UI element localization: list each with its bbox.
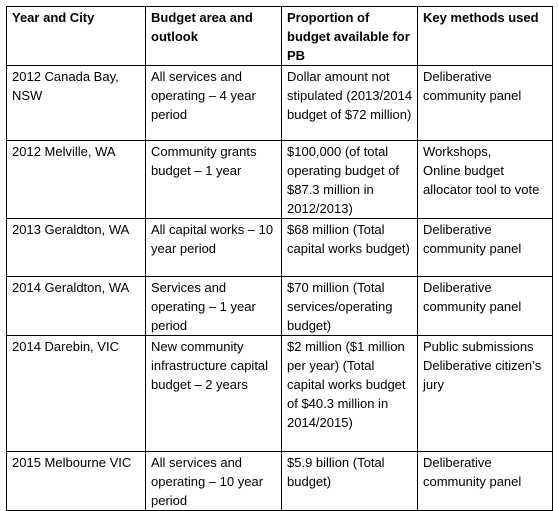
table-cell: 2012 Canada Bay, NSW <box>6 65 146 141</box>
table-cell: Deliberative community panel <box>417 65 553 141</box>
table-cell: $100,000 (of total operating budget of $… <box>281 140 418 219</box>
table-row: 2015 Melbourne VIC All services and opera… <box>6 451 553 511</box>
table-cell: $2 million ($1 million per year) (Total … <box>281 335 418 452</box>
table-cell: Deliberative community panel <box>417 276 553 336</box>
table-row: 2012 Canada Bay, NSW All services and ope… <box>6 65 553 141</box>
table-cell: 2014 Darebin, VIC <box>6 335 146 452</box>
header-cell: Proportion of budget available for PB <box>281 6 418 66</box>
pb-table: Year and City Budget area and outlook Prop… <box>6 6 553 511</box>
table-cell: Community grants budget – 1 year <box>145 140 282 219</box>
table-row: 2012 Melville, WA Community grants budget… <box>6 140 553 219</box>
table-cell: 2014 Geraldton, WA <box>6 276 146 336</box>
table-row: 2014 Geraldton, WA Services and operating… <box>6 276 553 336</box>
table-cell: Deliberative community panel <box>417 451 553 511</box>
table-cell: All services and operating – 4 year peri… <box>145 65 282 141</box>
table-cell: Workshops, Online budget allocator tool … <box>417 140 553 219</box>
table-cell: All capital works – 10 year period <box>145 218 282 277</box>
table-cell: Public submissions Deliberative citizen’… <box>417 335 553 452</box>
table-cell: $70 million (Total services/operating bu… <box>281 276 418 336</box>
table-cell: Services and operating – 1 year period <box>145 276 282 336</box>
header-row: Year and City Budget area and outlook Prop… <box>6 6 553 66</box>
table-row: 2014 Darebin, VIC New community infrastru… <box>6 335 553 452</box>
table-cell: Dollar amount not stipulated (2013/2014 … <box>281 65 418 141</box>
table-cell: 2012 Melville, WA <box>6 140 146 219</box>
header-cell: Year and City <box>6 6 146 66</box>
table-cell: 2015 Melbourne VIC <box>6 451 146 511</box>
table-cell: Deliberative community panel <box>417 218 553 277</box>
table-cell: 2013 Geraldton, WA <box>6 218 146 277</box>
table-cell: New community infrastructure capital bud… <box>145 335 282 452</box>
header-cell: Key methods used <box>417 6 553 66</box>
table-cell: $68 million (Total capital works budget) <box>281 218 418 277</box>
table-row: 2013 Geraldton, WA All capital works – 10… <box>6 218 553 277</box>
table-cell: $5.9 billion (Total budget) <box>281 451 418 511</box>
table-cell: All services and operating – 10 year per… <box>145 451 282 511</box>
header-cell: Budget area and outlook <box>145 6 282 66</box>
